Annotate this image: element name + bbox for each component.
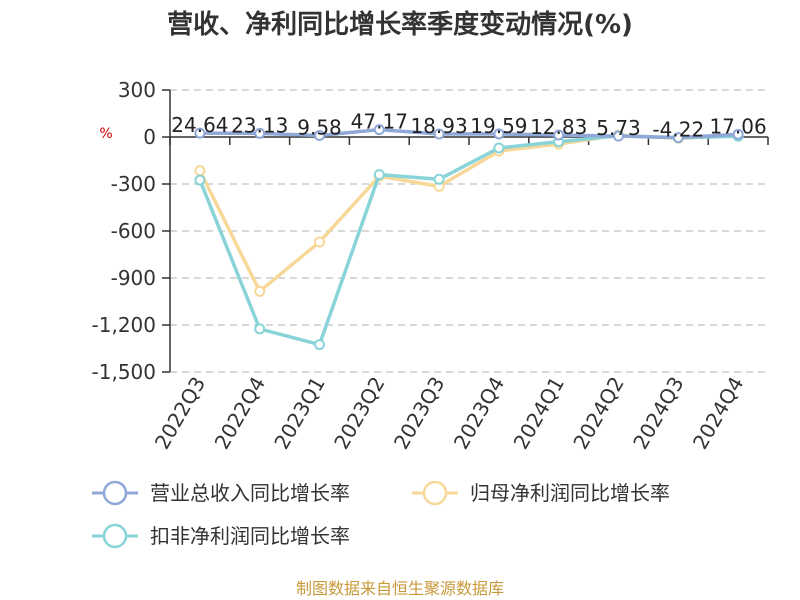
x-tick-label: 2024Q3 [628,373,688,454]
data-point[interactable] [254,285,266,297]
data-point[interactable] [373,169,385,181]
data-label: -4.22 [652,118,704,142]
series-group [194,124,744,351]
y-tick-label: 0 [143,125,156,149]
data-label: 12.83 [530,115,587,139]
data-point[interactable] [194,174,206,186]
data-label: 9.58 [297,115,342,139]
legend-item[interactable]: 扣非净利润同比增长率 [92,523,350,549]
data-point[interactable] [732,128,744,140]
data-point[interactable] [613,130,624,142]
x-tick-label: 2024Q1 [509,373,569,454]
data-label: 24.64 [171,113,228,137]
data-point[interactable] [314,339,325,351]
data-point[interactable] [493,128,505,140]
data-point[interactable] [433,128,445,140]
legend-item[interactable]: 归母净利润同比增长率 [412,480,670,506]
legend-label: 营业总收入同比增长率 [150,481,350,505]
x-tick-label: 2024Q2 [568,373,628,454]
data-point[interactable] [254,323,266,335]
legend-label: 扣非净利润同比增长率 [150,524,350,548]
data-point[interactable] [194,165,206,177]
legend-marker [102,480,128,506]
data-point[interactable] [314,129,325,141]
series-line [199,127,739,140]
y-axis: 300 0 -300 -600 -900 -1,200 -1,500 [92,78,171,384]
data-label: 5.73 [596,116,641,140]
x-tick-label: 2023Q4 [449,373,509,454]
legend-item[interactable]: 营业总收入同比增长率 [92,480,350,506]
y-tick-label: -1,200 [92,313,156,337]
legend-label: 归母净利润同比增长率 [470,481,670,505]
legend-marker [422,480,448,506]
data-labels: 24.64 23.13 9.58 47.17 18.93 19.59 12.83 5.73 -4… [171,110,766,142]
x-tick-label: 2023Q2 [329,373,389,454]
y-axis-unit: % [99,126,112,142]
y-tick-label: 300 [118,78,156,102]
data-point[interactable] [672,132,684,144]
x-tick-label: 2023Q3 [389,372,449,453]
series-line [198,133,739,294]
data-point[interactable] [254,127,266,139]
data-point[interactable] [553,129,565,141]
data-point[interactable] [314,236,325,248]
data-label: 18.93 [410,114,467,138]
data-label: 19.59 [470,114,527,138]
legend-marker [102,523,128,549]
data-label: 47.17 [351,110,408,134]
x-tick-label: 2022Q4 [210,373,270,454]
data-label: 17.06 [709,114,766,138]
chart-title: 营收、净利同比增长率季度变动情况(%) [167,9,633,40]
data-point[interactable] [433,173,445,185]
data-point[interactable] [493,142,505,154]
footer-source: 制图数据来自恒生聚源数据库 [296,579,504,598]
x-tick-label: 2024Q4 [688,373,748,454]
y-tick-label: -900 [111,266,156,290]
data-label: 23.13 [231,113,288,137]
data-point[interactable] [194,127,206,139]
y-tick-label: -1,500 [92,360,156,384]
y-tick-label: -300 [111,172,156,196]
x-tick-label: 2022Q3 [150,373,210,454]
data-point[interactable] [373,124,385,136]
grid [170,89,768,373]
x-tick-label: 2023Q1 [269,373,329,454]
y-tick-label: -600 [111,219,156,243]
